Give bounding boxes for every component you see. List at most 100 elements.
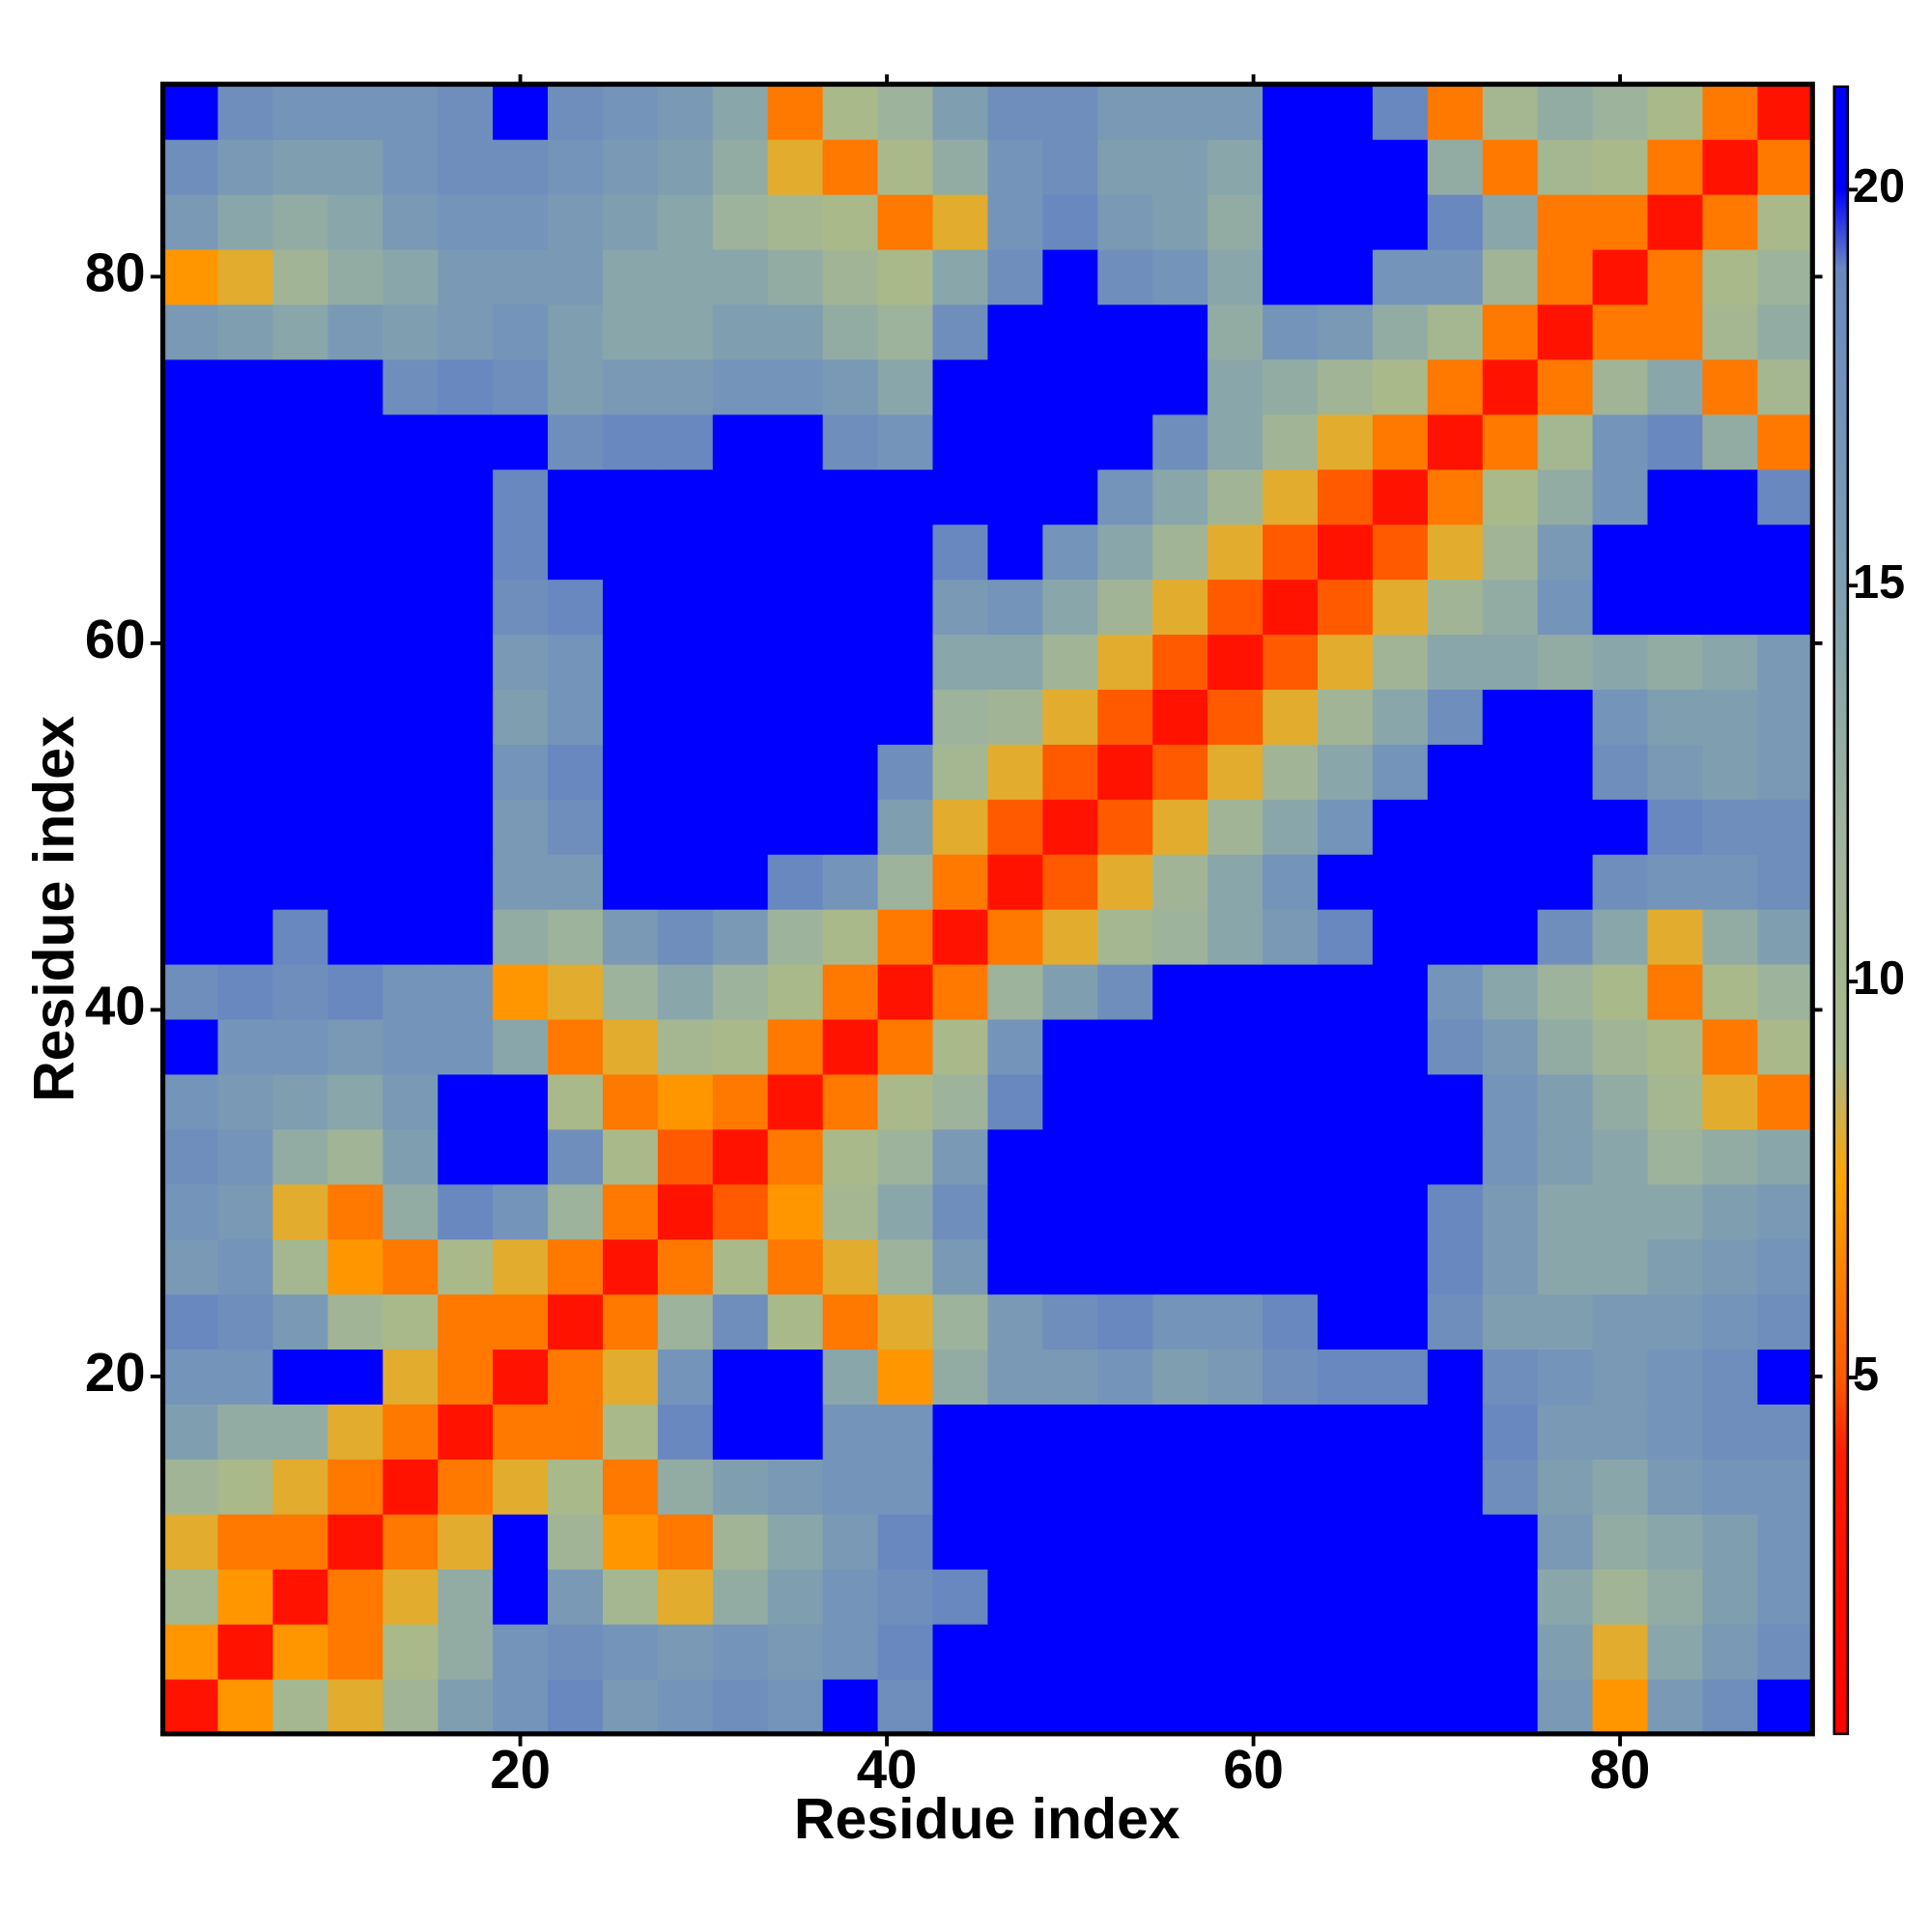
heatmap-cell bbox=[493, 524, 549, 581]
heatmap-cell bbox=[1372, 634, 1429, 690]
heatmap-cell bbox=[932, 963, 989, 1020]
heatmap-cell bbox=[712, 1459, 769, 1515]
heatmap-cell bbox=[383, 84, 439, 140]
heatmap-cell bbox=[493, 358, 549, 415]
heatmap-cell bbox=[1317, 579, 1374, 636]
heatmap-cell bbox=[162, 1459, 219, 1515]
heatmap-cell bbox=[1317, 303, 1374, 360]
heatmap-cell bbox=[1537, 139, 1594, 195]
heatmap-cell bbox=[1152, 579, 1208, 636]
heatmap-cell bbox=[822, 139, 879, 195]
heatmap-cell bbox=[877, 469, 934, 526]
heatmap-cell bbox=[1152, 1459, 1208, 1515]
heatmap-cell bbox=[1042, 1569, 1098, 1625]
heatmap-cell bbox=[1152, 1128, 1208, 1185]
heatmap-cell bbox=[1482, 689, 1539, 745]
heatmap-cell bbox=[987, 1018, 1043, 1075]
heatmap-cell bbox=[1592, 1349, 1649, 1405]
heatmap-cell bbox=[1647, 194, 1704, 250]
heatmap-cell bbox=[438, 303, 494, 360]
heatmap-cell bbox=[822, 248, 879, 305]
heatmap-cell bbox=[932, 1238, 989, 1295]
heatmap-cell bbox=[327, 1569, 384, 1625]
heatmap-cell bbox=[657, 413, 714, 470]
heatmap-cell bbox=[657, 303, 714, 360]
heatmap-cell bbox=[1263, 1569, 1319, 1625]
heatmap-cell bbox=[1537, 524, 1594, 581]
heatmap-cell bbox=[217, 1018, 274, 1075]
heatmap-cell bbox=[1208, 1238, 1264, 1295]
heatmap-cell bbox=[1757, 1128, 1813, 1185]
heatmap-cell bbox=[712, 1624, 769, 1680]
heatmap-cell bbox=[657, 469, 714, 526]
heatmap-cell bbox=[162, 1569, 219, 1625]
heatmap-cell bbox=[1317, 799, 1374, 855]
heatmap-cell bbox=[1427, 194, 1484, 250]
heatmap-cell bbox=[1152, 1678, 1208, 1735]
heatmap-cell bbox=[877, 1459, 934, 1515]
heatmap-cell bbox=[548, 1459, 604, 1515]
heatmap-cell bbox=[1152, 1018, 1208, 1075]
heatmap-cell bbox=[1372, 469, 1429, 526]
heatmap-cell bbox=[1647, 1018, 1704, 1075]
heatmap-cell bbox=[548, 963, 604, 1020]
heatmap-cell bbox=[1482, 963, 1539, 1020]
heatmap-cell bbox=[217, 524, 274, 581]
heatmap-cell bbox=[822, 303, 879, 360]
heatmap-cell bbox=[1702, 469, 1758, 526]
heatmap-cell bbox=[1042, 1293, 1098, 1350]
heatmap-cell bbox=[1317, 854, 1374, 910]
heatmap-cell bbox=[383, 1073, 439, 1130]
heatmap-cell bbox=[493, 1293, 549, 1350]
heatmap-cell bbox=[657, 689, 714, 745]
heatmap-cell bbox=[877, 1404, 934, 1460]
heatmap-cell bbox=[548, 1624, 604, 1680]
heatmap-cell bbox=[327, 413, 384, 470]
heatmap-cell bbox=[272, 84, 329, 140]
heatmap-cell bbox=[162, 248, 219, 305]
heatmap-cell bbox=[1152, 194, 1208, 250]
heatmap-cell bbox=[383, 303, 439, 360]
heatmap-cell bbox=[1427, 963, 1484, 1020]
heatmap-cell bbox=[657, 1293, 714, 1350]
heatmap-cell bbox=[1757, 413, 1813, 470]
heatmap-cell bbox=[272, 1404, 329, 1460]
heatmap-cell bbox=[383, 1459, 439, 1515]
heatmap-cell bbox=[1208, 744, 1264, 800]
heatmap-cell bbox=[602, 854, 659, 910]
heatmap-cell bbox=[1647, 1459, 1704, 1515]
heatmap-cell bbox=[1427, 524, 1484, 581]
heatmap-cell bbox=[217, 1238, 274, 1295]
heatmap-cell bbox=[657, 1678, 714, 1735]
heatmap-cell bbox=[383, 1018, 439, 1075]
heatmap-cell bbox=[1647, 963, 1704, 1020]
heatmap-cell bbox=[987, 1183, 1043, 1240]
heatmap-cell bbox=[327, 854, 384, 910]
heatmap-cell bbox=[1372, 1404, 1429, 1460]
heatmap-cell bbox=[1042, 744, 1098, 800]
heatmap-cell bbox=[1097, 744, 1153, 800]
heatmap-cell bbox=[548, 1569, 604, 1625]
heatmap-cell bbox=[1097, 358, 1153, 415]
heatmap-cell bbox=[1537, 1404, 1594, 1460]
heatmap-cell bbox=[1537, 1128, 1594, 1185]
heatmap-cell bbox=[712, 1404, 769, 1460]
heatmap-cell bbox=[493, 194, 549, 250]
heatmap-cell bbox=[1482, 1018, 1539, 1075]
heatmap-cell bbox=[1042, 524, 1098, 581]
heatmap-cell bbox=[1592, 84, 1649, 140]
heatmap-cell bbox=[1152, 303, 1208, 360]
heatmap-cell bbox=[548, 1183, 604, 1240]
heatmap-cell bbox=[1427, 1459, 1484, 1515]
heatmap-cell bbox=[1097, 1238, 1153, 1295]
heatmap-cell bbox=[822, 1514, 879, 1570]
heatmap-cell bbox=[1592, 1514, 1649, 1570]
heatmap-cell bbox=[987, 1128, 1043, 1185]
heatmap-cell bbox=[712, 248, 769, 305]
heatmap-cell bbox=[327, 139, 384, 195]
heatmap-cell bbox=[877, 413, 934, 470]
heatmap-cell bbox=[1042, 469, 1098, 526]
heatmap-cell bbox=[272, 248, 329, 305]
heatmap-cell bbox=[1208, 1073, 1264, 1130]
heatmap-cell bbox=[162, 799, 219, 855]
